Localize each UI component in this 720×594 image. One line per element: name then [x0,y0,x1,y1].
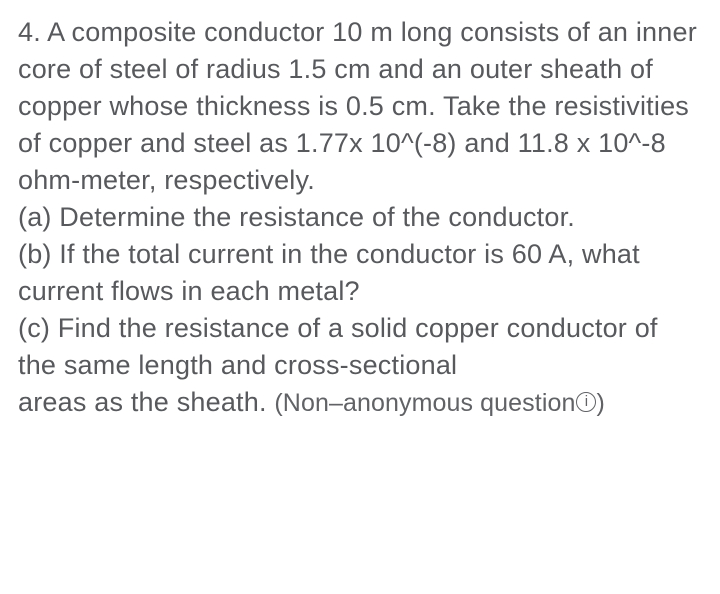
note-text: (Non–anonymous question [274,389,575,417]
note-close: ) [596,389,604,417]
info-icon: i [576,392,596,412]
problem-container: 4. A composite conductor 10 m long consi… [18,14,702,421]
problem-part-b: (b) If the total current in the conducto… [18,239,640,306]
question-note: (Non–anonymous questioni) [274,389,605,417]
problem-part-c-cont: areas as the sheath. [18,387,267,417]
problem-part-c: (c) Find the resistance of a solid coppe… [18,313,658,380]
problem-part-a: (a) Determine the resistance of the cond… [18,202,575,232]
problem-intro: 4. A composite conductor 10 m long consi… [18,17,697,195]
